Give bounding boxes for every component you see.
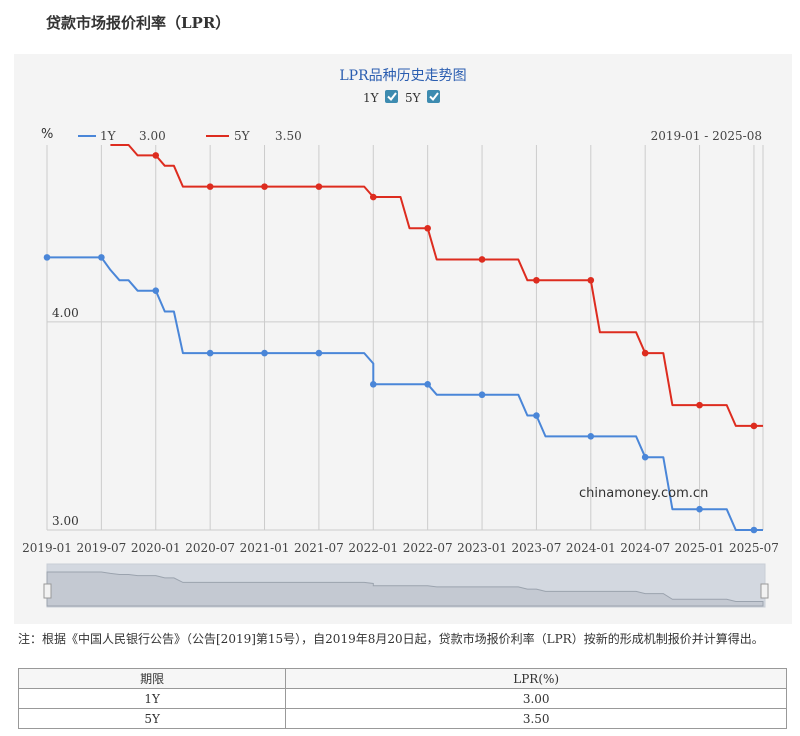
x-tick-label: 2019-07 (76, 541, 126, 555)
y-unit-label: % (41, 127, 53, 142)
data-point-5y (424, 224, 431, 232)
table-row: 5Y 3.50 (17, 708, 787, 729)
x-tick-label: 2022-01 (348, 541, 398, 555)
date-range-label: 2019-01 - 2025-08 (651, 129, 762, 143)
x-tick-label: 2021-07 (294, 541, 344, 555)
data-point-1y (424, 381, 431, 388)
x-tick-label: 2022-07 (403, 541, 453, 555)
data-point-5y (369, 193, 377, 201)
check-icon (387, 92, 397, 102)
legend: 1Y 3.00 5Y 3.50 (78, 129, 302, 143)
chart-title: LPR品种历史走势图 (339, 68, 466, 84)
y-axis-ticks: 3.00 4.00 (52, 306, 79, 528)
x-tick-label: 2025-07 (729, 541, 779, 555)
table-header-term: 期限 (17, 668, 287, 689)
x-tick-label: 2020-07 (185, 541, 235, 555)
checkbox-1y-label: 1Y (363, 91, 380, 105)
grid-lines (46, 145, 764, 531)
x-axis-ticks: 2019-01 2019-07 2020-01 2020-07 2021-01 2021-… (22, 541, 779, 555)
series-line-5y (110, 144, 763, 427)
x-tick-label: 2023-01 (457, 541, 507, 555)
data-point-1y (206, 349, 214, 357)
data-point-5y (587, 276, 595, 284)
data-point-5y (750, 422, 758, 430)
data-point-5y (478, 256, 486, 263)
navigator-series-preview (46, 571, 764, 607)
data-point-1y (369, 381, 377, 388)
checkbox-5y-label: 5Y (405, 91, 422, 105)
lpr-history-chart: LPR品种历史走势图 1Y 5Y % 1Y 3.00 5Y 3.50 2019-… (22, 68, 779, 608)
series-lines (47, 144, 763, 531)
data-point-5y (641, 349, 649, 357)
y-tick-label: 3.00 (52, 514, 79, 528)
navigator-right-handle[interactable] (760, 583, 769, 599)
data-point-5y (533, 276, 540, 284)
data-point-1y (43, 254, 51, 261)
x-tick-label: 2023-07 (511, 541, 561, 555)
data-point-5y (696, 401, 703, 409)
checkbox-5y[interactable] (427, 90, 440, 103)
data-point-1y (587, 433, 595, 440)
table-cell-rate: 3.00 (285, 688, 787, 709)
series-line-1y (47, 256, 763, 531)
legend-5y-name: 5Y (234, 129, 251, 143)
x-tick-label: 2020-01 (131, 541, 181, 555)
data-point-1y (315, 349, 323, 357)
legend-1y-name: 1Y (100, 129, 117, 143)
table-row: 1Y 3.00 (17, 688, 787, 709)
data-point-1y (641, 453, 649, 461)
y-tick-label: 4.00 (52, 306, 79, 320)
table-cell-term: 5Y (17, 708, 287, 729)
data-point-1y (261, 349, 268, 357)
checkbox-5y-toggle[interactable]: 5Y (405, 90, 440, 105)
data-point-1y (533, 412, 540, 419)
checkbox-1y[interactable] (385, 90, 398, 103)
data-point-1y (152, 287, 160, 294)
check-icon (429, 92, 439, 102)
data-point-1y (478, 391, 486, 399)
x-tick-label: 2021-01 (240, 541, 290, 555)
data-point-5y (315, 183, 323, 190)
table-header-lpr: LPR(%) (285, 668, 787, 689)
table-cell-rate: 3.50 (285, 708, 787, 729)
range-navigator[interactable] (43, 563, 769, 608)
footnote: 注：根据《中国人民银行公告》（公告[2019]第15号），自2019年8月20日… (18, 632, 764, 646)
watermark: chinamoney.com.cn (579, 486, 708, 501)
page-title: 贷款市场报价利率（LPR） (46, 14, 231, 32)
series-markers (43, 152, 758, 534)
lpr-table: 期限 LPR(%) 1Y 3.00 5Y 3.50 (17, 668, 787, 729)
table-header-row: 期限 LPR(%) (17, 668, 787, 689)
x-tick-label: 2024-07 (620, 541, 670, 555)
table-cell-term: 1Y (17, 688, 287, 709)
data-point-5y (152, 152, 160, 159)
x-tick-label: 2025-01 (675, 541, 725, 555)
data-point-1y (750, 526, 758, 534)
x-tick-label: 2024-01 (566, 541, 616, 555)
legend-5y-value: 3.50 (275, 129, 302, 143)
data-point-1y (696, 505, 703, 513)
data-point-5y (206, 183, 214, 190)
data-point-1y (98, 254, 105, 261)
data-point-5y (261, 183, 268, 190)
legend-1y-value: 3.00 (139, 129, 166, 143)
x-tick-label: 2019-01 (22, 541, 72, 555)
checkbox-1y-toggle[interactable]: 1Y (363, 90, 398, 105)
chart-panel: LPR品种历史走势图 1Y 5Y % 1Y 3.00 5Y 3.50 2019-… (14, 54, 792, 624)
navigator-left-handle[interactable] (43, 583, 52, 599)
